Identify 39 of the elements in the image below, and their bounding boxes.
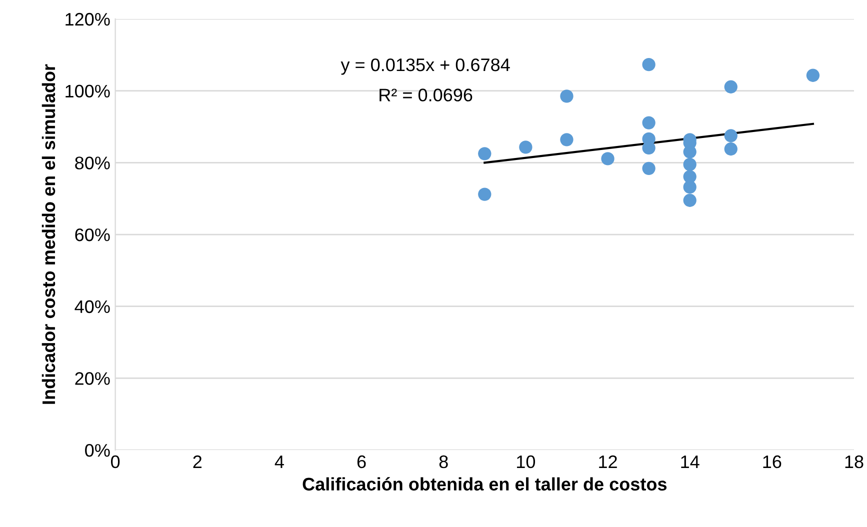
point	[478, 188, 492, 201]
point	[724, 129, 738, 142]
x-tick-label: 16	[763, 455, 782, 468]
point	[642, 141, 656, 155]
y-tick-label: 40%	[74, 300, 110, 314]
annotation: R² = 0.0696	[380, 88, 472, 102]
point	[724, 80, 738, 94]
y-tick-label: 100%	[66, 84, 110, 98]
point	[806, 68, 820, 82]
point	[560, 90, 574, 103]
point	[642, 58, 656, 72]
point	[478, 147, 492, 160]
y-tick-label: 0%	[85, 444, 110, 457]
point	[560, 133, 574, 146]
point	[642, 162, 656, 176]
point	[683, 180, 696, 194]
x-tick-label: 4	[274, 456, 284, 468]
point	[683, 158, 696, 172]
x-tick-label: 18	[845, 455, 864, 468]
point	[601, 152, 614, 166]
point	[519, 140, 532, 154]
x-tick-label: 8	[439, 455, 448, 468]
y-tick-label: 20%	[75, 372, 110, 385]
annotation: y = 0.0135x + 0.6784	[340, 58, 510, 75]
y-tick-label: 80%	[75, 156, 110, 170]
x-tick-label: 6	[357, 455, 366, 468]
point	[683, 145, 696, 158]
x-axis-title: Calificación obtenida en el taller de costos	[302, 477, 667, 491]
x-tick-label: 14	[681, 456, 700, 468]
point	[683, 194, 696, 207]
y-tick-label: 120%	[66, 12, 110, 26]
y-tick-label: 60%	[75, 228, 110, 242]
x-tick-label: 12	[599, 455, 617, 468]
x-tick-label: 0	[110, 455, 120, 468]
point	[724, 142, 738, 156]
x-tick-label: 2	[193, 455, 202, 468]
y-axis-title: Indicador costo medido en el simulador	[42, 64, 56, 404]
point	[642, 116, 656, 130]
x-tick-label: 10	[517, 455, 536, 468]
